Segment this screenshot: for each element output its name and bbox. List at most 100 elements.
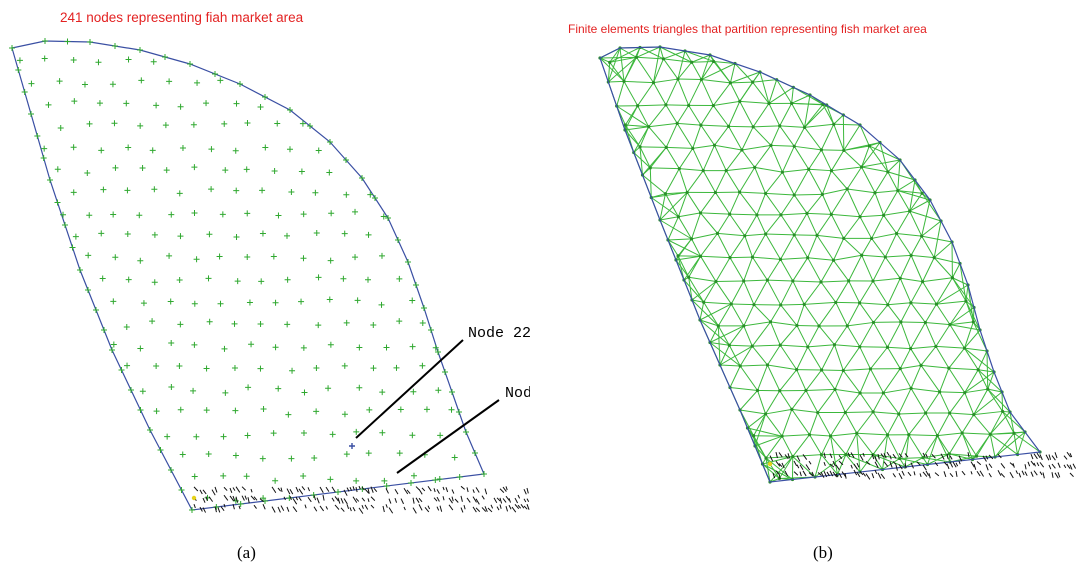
mesh-node-152 [714,279,718,284]
mesh-edge-358 [679,168,704,172]
mesh-edge-285 [648,104,667,128]
mesh-edge-39 [791,87,794,104]
node-marker-52 [85,287,91,293]
mesh-node-109 [663,192,668,196]
node-marker-285 [232,497,239,504]
node-marker-43 [168,467,174,473]
mesh-edge-203 [691,299,719,327]
mesh-node-213 [986,387,990,391]
mesh-edge-159 [769,456,794,483]
label-glyph-stroke [367,488,370,494]
label-glyph-stroke [466,487,469,493]
node-marker-263 [179,451,186,458]
node-marker-174 [284,276,291,283]
node-marker-110 [139,165,146,172]
label-glyph-stroke [307,496,312,503]
label-glyph-stroke [925,470,930,476]
node-marker-257 [300,430,307,437]
mesh-edge-738 [778,456,794,479]
mesh-edge-143 [845,454,861,473]
mesh-edge-592 [935,324,951,347]
mesh-edge-697 [925,412,938,436]
label-glyph-stroke [784,470,789,477]
label-glyph-stroke [337,497,341,504]
mesh-node-129 [908,209,912,213]
mesh-node-100 [677,167,681,171]
node-marker-240 [153,408,160,415]
label-glyph-stroke [352,496,358,503]
mesh-edge-64 [861,159,901,168]
node-marker-164 [327,257,334,264]
mesh-edge-534 [703,301,719,327]
label-glyph-stroke [193,504,196,509]
mesh-edge-383 [874,171,889,194]
mesh-edge-222 [659,219,692,240]
node-marker-278 [300,473,307,480]
mesh-edge-240 [624,129,641,148]
node-marker-254 [220,433,227,440]
mesh-edge-509 [730,280,745,305]
mesh-edge-734 [990,432,1014,435]
mesh-edge-321 [770,125,781,146]
mesh-node-193 [962,346,967,350]
mesh-edge-552 [846,302,861,327]
label-glyph-stroke [235,486,241,493]
node-marker-146 [151,231,158,238]
mesh-edge-476 [729,257,745,282]
mesh-edge-360 [664,168,680,194]
mesh-edge-649 [977,369,989,390]
node-marker-132 [110,211,117,218]
mesh-edge-461 [833,238,845,261]
label-glyph-stroke [241,495,245,501]
mesh-edge-124 [961,432,973,460]
mesh-node-91 [691,146,695,150]
label-glyph-stroke [442,486,445,491]
mesh-edge-382 [887,171,899,191]
node-marker-192 [149,318,156,325]
label-glyph-stroke [325,486,330,492]
mesh-edge-562 [936,300,967,305]
node-marker-99 [125,144,132,151]
label-glyph-stroke [496,497,501,502]
label-glyph-stroke [880,473,886,479]
mesh-edge-737 [765,456,793,459]
mesh-edge-508 [743,280,755,305]
mesh-edge-324 [793,127,805,147]
mesh-edge-478 [700,255,731,259]
label-glyph-stroke [361,486,365,491]
node-marker-55 [62,222,68,228]
label-glyph-stroke [829,470,834,477]
mesh-edge-370 [781,171,795,196]
mesh-edge-351 [808,149,822,170]
mesh-edge-514 [780,280,794,306]
mesh-node-164 [752,303,756,307]
mesh-node-232 [960,431,964,435]
mesh-node-114 [792,193,796,197]
mesh-edge-604 [807,344,835,348]
mesh-edge-685 [817,412,831,437]
label-glyph-stroke [418,504,423,511]
mesh-edge-560 [924,303,937,323]
mesh-node-139 [920,234,924,238]
mesh-node-200 [898,366,902,371]
mesh-edge-544 [780,304,798,326]
node-marker-118 [70,189,77,196]
mesh-node-87 [802,125,807,129]
label-glyph-stroke [877,472,882,479]
mesh-node-155 [791,279,795,283]
label-glyph-stroke [943,461,948,466]
mesh-edge-506 [700,255,717,282]
mesh-edge-327 [833,124,845,151]
label-glyph-stroke [370,486,374,493]
node-marker-44 [157,447,164,453]
mesh-edge-556 [887,302,911,306]
label-glyph-stroke [778,473,781,480]
mesh-node-81 [647,125,651,129]
label-glyph-stroke [394,497,398,503]
label-glyph-stroke [301,486,306,491]
label-glyph-stroke [436,496,440,502]
label-glyph-stroke [250,488,253,493]
mesh-edge-310 [648,122,678,128]
label-glyph-stroke [475,498,480,505]
label-glyph-stroke [343,489,348,496]
